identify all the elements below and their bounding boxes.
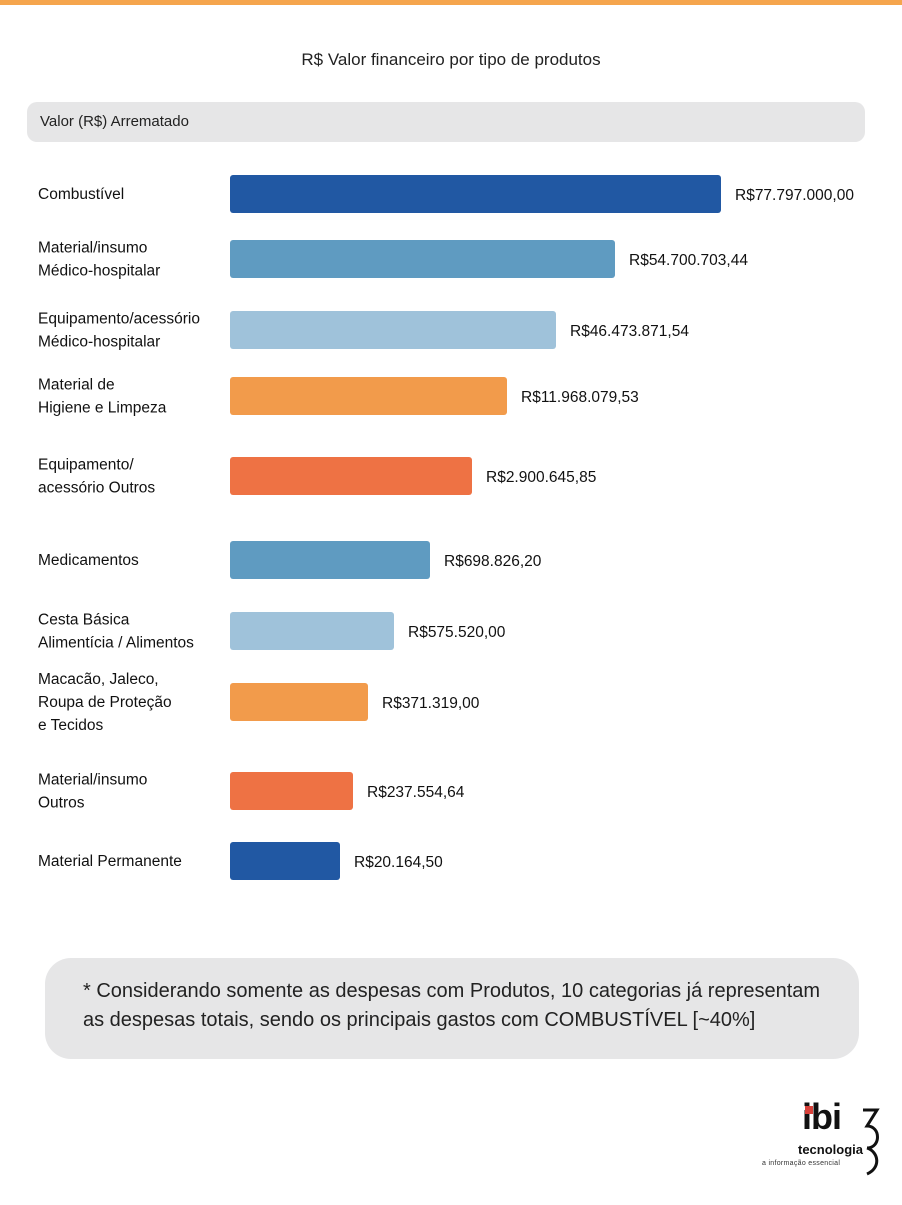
- category-label-9: Material/insumo Outros: [38, 772, 147, 812]
- bar-9: [230, 772, 353, 810]
- value-label-1: R$77.797.000,00: [735, 187, 854, 204]
- bar-3: [230, 311, 556, 349]
- bar-6: [230, 541, 430, 579]
- category-label-6: Medicamentos: [38, 552, 139, 569]
- bar-chart: Combustível R$77.797.000,00 Material/insum…: [38, 175, 854, 880]
- category-label-4: Material de Higiene e Limpeza: [38, 377, 167, 417]
- value-label-10: R$20.164,50: [354, 854, 443, 871]
- footnote-box: * Considerando somente as despesas com P…: [45, 958, 859, 1059]
- bar-4: [230, 377, 507, 415]
- logo-wordmark: ibi: [802, 1096, 842, 1137]
- logo-three-mark: [863, 1108, 880, 1176]
- value-label-9: R$237.554,64: [367, 784, 465, 801]
- bar-2: [230, 240, 615, 278]
- category-label-5: Equipamento/acessório Outros: [38, 457, 155, 497]
- category-label-2: Material/insumo Médico-hospitalar: [38, 240, 160, 280]
- logo-dot: [805, 1106, 813, 1114]
- category-label-1: Combustível: [38, 186, 124, 203]
- value-label-3: R$46.473.871,54: [570, 323, 689, 340]
- logo-subtitle: tecnologia: [798, 1142, 864, 1157]
- chart-title: R$ Valor financeiro por tipo de produtos: [301, 50, 601, 69]
- category-label-7: Cesta Básica Alimentícia / Alimentos: [38, 612, 194, 652]
- top-accent-bar: [0, 0, 902, 5]
- category-label-3: Equipamento/acessório Médico-hospitalar: [38, 311, 200, 351]
- value-label-7: R$575.520,00: [408, 624, 506, 641]
- bar-1: [230, 175, 721, 213]
- bar-10: [230, 842, 340, 880]
- value-header: Valor (R$) Arrematado: [27, 102, 865, 142]
- bar-7: [230, 612, 394, 650]
- category-label-10: Material Permanente: [38, 853, 182, 870]
- category-label-8: Macacão, Jaleco, Roupa de Proteção e Tecid…: [38, 671, 172, 734]
- value-header-label: Valor (R$) Arrematado: [40, 113, 189, 130]
- value-label-4: R$11.968.079,53: [521, 389, 639, 406]
- value-label-5: R$2.900.645,85: [486, 469, 596, 486]
- value-label-8: R$371.319,00: [382, 695, 480, 712]
- value-label-2: R$54.700.703,44: [629, 252, 748, 269]
- logo-tagline: a informação essencial: [762, 1160, 841, 1167]
- bar-8: [230, 683, 368, 721]
- value-label-6: R$698.826,20: [444, 553, 542, 570]
- footnote-text: * Considerando somente as despesas com P…: [83, 980, 821, 1031]
- ibi-logo: ibi tecnologia a informação essencial: [756, 1096, 886, 1182]
- bar-5: [230, 457, 472, 495]
